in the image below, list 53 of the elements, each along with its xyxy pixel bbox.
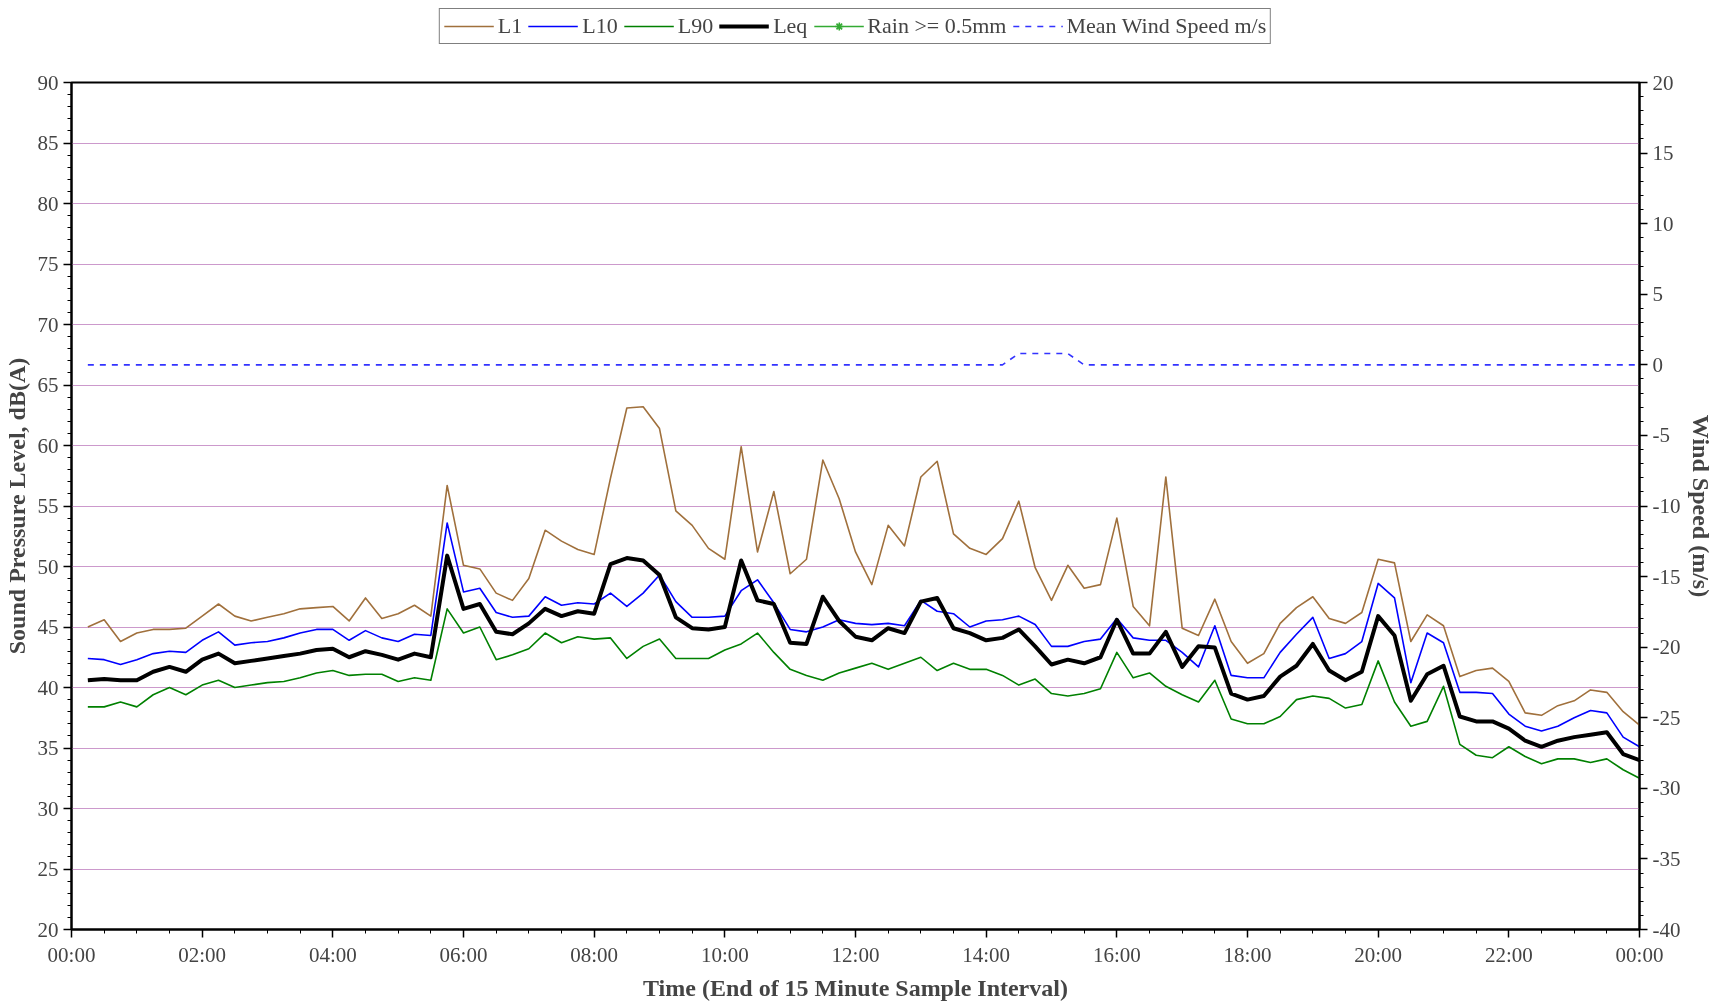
y2-tick-label: -20 [1652,635,1681,660]
y-tick-label: 85 [37,131,59,155]
y2-tick-label: -10 [1652,494,1681,518]
y-tick-label: 25 [37,857,59,881]
y-tick-label: 40 [37,675,59,700]
legend-label: L10 [582,13,618,39]
x-tick-label: 00:00 [47,942,96,967]
legend-label: L1 [497,13,523,39]
x-tick-label: 20:00 [1354,942,1403,967]
y2-tick-label: -35 [1652,846,1681,871]
x-tick-label: 22:00 [1484,942,1533,967]
legend-label: Mean Wind Speed m/s [1066,13,1267,39]
y-tick-label: 20 [37,917,59,942]
y-tick-label: 75 [37,252,59,276]
x-tick-label: 04:00 [308,942,357,967]
y2-tick-label: -15 [1652,564,1681,589]
x-tick-label: 16:00 [1092,942,1141,967]
x-tick-label: 10:00 [700,942,749,967]
y2-tick-label: 0 [1652,352,1663,377]
x-tick-label: 14:00 [962,942,1011,967]
y-tick-label: 70 [37,312,59,337]
x-tick-label: 12:00 [831,942,880,967]
line-series [87,522,1640,748]
y2-axis-title: Wind Speed (m/s) [1688,414,1715,598]
legend-label: Leq [773,13,808,39]
legend-label: Rain >= 0.5mm [867,13,1007,39]
y2-tick-label: 5 [1652,282,1663,307]
y-tick-label: 90 [37,70,59,95]
y2-tick-label: 10 [1652,211,1674,236]
line-series [87,405,1640,726]
y-tick-label: 30 [37,796,59,821]
y-tick-label: 50 [37,554,59,579]
x-axis-title: Time (End of 15 Minute Sample Interval) [643,974,1068,1001]
y2-tick-label: -5 [1652,423,1670,448]
y-axis-title: Sound Pressure Level, dB(A) [3,357,30,655]
y-tick-label: 45 [37,615,59,639]
x-tick-label: 18:00 [1223,942,1272,967]
line-series [87,608,1640,780]
y-tick-label: 60 [37,433,59,458]
x-tick-label: 02:00 [178,942,227,967]
x-tick-label: 06:00 [439,942,488,967]
y2-tick-label: 15 [1652,141,1674,166]
y2-tick-label: -30 [1652,776,1681,801]
y-tick-label: 80 [37,191,59,216]
y-tick-label: 35 [37,736,59,760]
y-tick-label: 55 [37,494,59,518]
legend-label: L90 [677,13,714,39]
x-tick-label: 08:00 [570,942,619,967]
y2-tick-label: 20 [1652,70,1674,95]
y2-tick-label: -25 [1652,705,1681,730]
x-tick-label: 00:00 [1615,942,1664,967]
y2-tick-label: -40 [1652,917,1681,942]
y-tick-label: 65 [37,373,59,397]
